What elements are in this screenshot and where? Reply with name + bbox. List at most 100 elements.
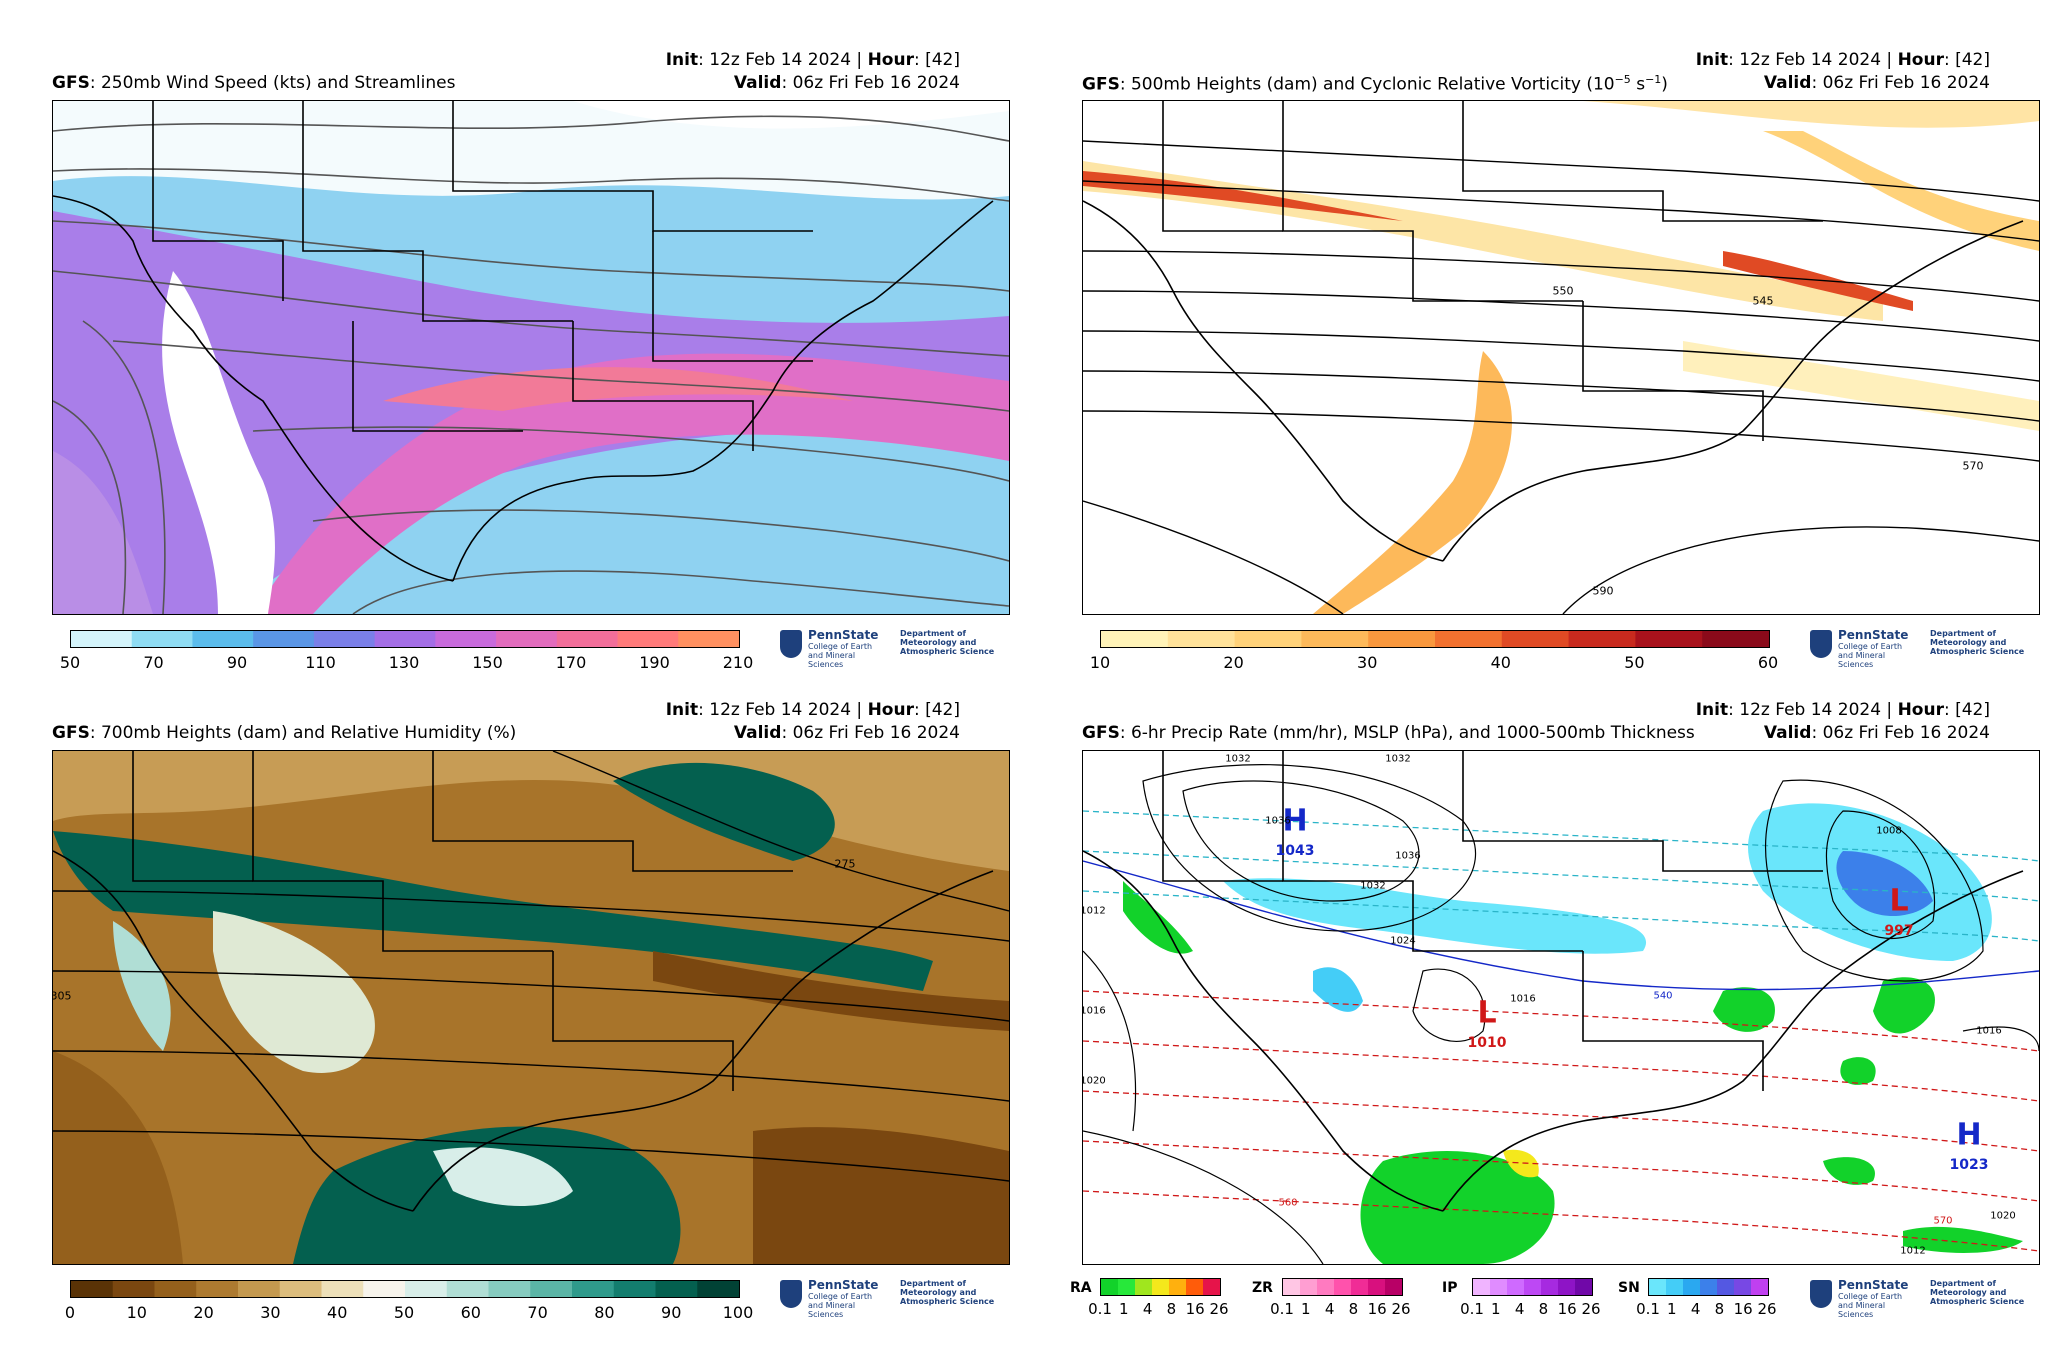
colorbar-swatch: [131, 631, 193, 647]
colorbar-swatch: [71, 631, 133, 647]
isobar-label: 1024: [1390, 935, 1416, 947]
panel-title: GFS: 700mb Heights (dam) and Relative Hu…: [52, 723, 517, 743]
pressure-value: 1010: [1467, 1035, 1507, 1051]
colorbar-swatch: [1568, 631, 1636, 647]
colorbar-tick-label: 20: [193, 1303, 214, 1322]
colorbar-swatch: [1683, 1279, 1701, 1295]
precip-tick-label: 0.1: [1088, 1300, 1112, 1318]
colorbar-swatch: [321, 1281, 364, 1297]
precip-tick-label: 8: [1166, 1300, 1177, 1318]
valid-line: Valid: 06z Fri Feb 16 2024: [733, 73, 960, 93]
rain-colorbar-graphic: [1101, 1279, 1221, 1295]
humidity-colorbar-ticks: 0 10 20 30 40 50 60 70 80 90 100: [65, 1303, 753, 1325]
panel-title: GFS: 6-hr Precip Rate (mm/hr), MSLP (hPa…: [1082, 723, 1695, 743]
colorbar-swatch: [1541, 1279, 1559, 1295]
humidity-map: 275 305: [52, 750, 1010, 1265]
colorbar-swatch: [1717, 1279, 1735, 1295]
valid-line: Valid: 06z Fri Feb 16 2024: [1763, 723, 1990, 743]
colorbar-tick-label: 50: [59, 653, 81, 672]
pennstate-logo: PennState College of Earth and Mineral S…: [1810, 1278, 2030, 1319]
snow-colorbar-graphic: [1649, 1279, 1769, 1295]
colorbar-swatch: [374, 631, 436, 647]
colorbar-swatch: [1558, 1279, 1576, 1295]
colorbar-tick-label: 150: [472, 653, 503, 672]
colorbar-swatch: [1507, 1279, 1525, 1295]
thickness-label: 560: [1278, 1197, 1298, 1209]
colorbar-tick-label: 90: [226, 653, 248, 672]
isobar-label: 1020: [1082, 1075, 1106, 1087]
isobar-label: 1012: [1082, 905, 1106, 917]
contour-label: 305: [52, 989, 72, 1003]
colorbar-tick-label: 130: [388, 653, 420, 672]
colorbar-tick-label: 110: [305, 653, 336, 672]
isobar-label: 1012: [1900, 1245, 1926, 1257]
thickness-label: 540: [1653, 990, 1673, 1002]
colorbar-swatch: [655, 1281, 698, 1297]
vorticity-colorbar-ticks: 10 20 30 40 50 60: [1090, 653, 1778, 675]
init-line: Init: 12z Feb 14 2024 | Hour: [42]: [665, 700, 960, 720]
pennstate-logo: PennState College of Earth and Mineral S…: [780, 628, 1000, 669]
colorbar-tick-label: 190: [639, 653, 670, 672]
colorbar-swatch: [1435, 631, 1503, 647]
colorbar-swatch: [1649, 1279, 1667, 1295]
precip-tick-label: 1: [1301, 1300, 1311, 1318]
colorbar-tick-label: 60: [460, 1303, 481, 1322]
isobar-label: 1036: [1265, 815, 1291, 827]
pressure-value: 997: [1884, 923, 1914, 939]
colorbar-swatch: [196, 1281, 239, 1297]
colorbar-swatch: [1203, 1279, 1221, 1295]
precip-tick-label: 26: [1391, 1300, 1411, 1318]
colorbar-swatch: [238, 1281, 281, 1297]
precip-tick-label: 1: [1667, 1300, 1677, 1318]
colorbar-swatch: [1473, 1279, 1491, 1295]
colorbar-tick-label: 0: [64, 1303, 76, 1322]
panel-precip-mslp: Init: 12z Feb 14 2024 | Hour: [42] GFS: …: [1030, 650, 2060, 1330]
panel-title: GFS: 500mb Heights (dam) and Cyclonic Re…: [1082, 73, 1668, 95]
colorbar-swatch: [154, 1281, 197, 1297]
precip-tick-label: 16: [1185, 1300, 1205, 1318]
pennstate-shield-icon: [1810, 1280, 1832, 1308]
pennstate-shield-icon: [780, 1280, 802, 1308]
colorbar-swatch: [617, 631, 679, 647]
colorbar-swatch: [1734, 1279, 1752, 1295]
colorbar-tick-label: 90: [661, 1303, 682, 1322]
colorbar-tick-label: 80: [594, 1303, 615, 1322]
colorbar-tick-label: 10: [126, 1303, 147, 1322]
colorbar-swatch: [1368, 631, 1436, 647]
precip-tick-label: 16: [1733, 1300, 1753, 1318]
colorbar-swatch: [1702, 631, 1770, 647]
pennstate-shield-icon: [1810, 630, 1832, 658]
colorbar-swatch: [1167, 631, 1236, 647]
valid-line: Valid: 06z Fri Feb 16 2024: [1763, 73, 1990, 93]
precip-map: H 1043 L 997 L 1010 H 1023 1032 1032 103…: [1082, 750, 2040, 1265]
precip-tick-label: 26: [1757, 1300, 1777, 1318]
precip-tick-label: 8: [1714, 1300, 1725, 1318]
isobar-label: 1016: [1082, 1005, 1106, 1017]
colorbar-swatch: [496, 631, 558, 647]
colorbar-swatch: [572, 1281, 615, 1297]
colorbar-swatch: [1101, 631, 1169, 647]
isobar-label: 1032: [1385, 753, 1411, 765]
colorbar-swatch: [1334, 1279, 1352, 1295]
colorbar-tick-label: 100: [722, 1303, 754, 1322]
colorbar-swatch: [678, 631, 740, 647]
contour-label: 590: [1592, 584, 1614, 598]
colorbar-swatch: [313, 631, 376, 647]
colorbar-tick-label: 40: [1490, 653, 1511, 672]
isobar-label: 1016: [1976, 1025, 2002, 1037]
contour-label: 550: [1552, 284, 1574, 298]
panel-500mb-vorticity: Init: 12z Feb 14 2024 | Hour: [42] GFS: …: [1030, 0, 2060, 680]
precip-tick-label: 8: [1348, 1300, 1359, 1318]
colorbar-swatch: [71, 1281, 114, 1297]
freezing-rain-colorbar-graphic: [1283, 1279, 1403, 1295]
colorbar-swatch: [1152, 1279, 1170, 1295]
init-line: Init: 12z Feb 14 2024 | Hour: [42]: [665, 50, 960, 70]
colorbar-swatch: [1501, 631, 1570, 647]
colorbar-tick-label: 20: [1223, 653, 1244, 672]
colorbar-swatch: [1351, 1279, 1369, 1295]
contour-label: 275: [834, 857, 856, 871]
ice-pellets-colorbar-graphic: [1473, 1279, 1593, 1295]
colorbar-swatch: [1301, 631, 1369, 647]
precip-tick-label: 1: [1491, 1300, 1501, 1318]
isobar-label: 1008: [1876, 825, 1902, 837]
